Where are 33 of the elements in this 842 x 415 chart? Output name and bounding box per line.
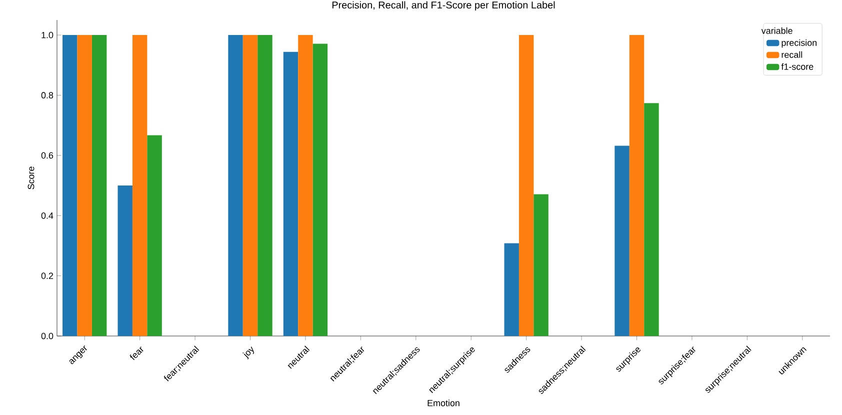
bar [504,243,519,336]
bar [534,194,548,336]
bar [518,35,534,336]
bar [629,35,644,336]
chart-title: Precision, Recall, and F1-Score per Emotion Label [332,1,555,10]
x-tick-label: joy [242,346,254,360]
y-tick-label: 0.0 [41,332,54,340]
y-tick-label: 0.2 [41,272,54,279]
legend-label: recall [782,51,802,58]
y-tick-label: 0.6 [41,152,54,159]
bar [77,35,92,336]
bar [147,135,162,336]
bar [283,52,298,336]
bar [312,44,328,336]
bar [298,35,313,336]
bar [614,146,630,336]
bar [644,103,659,336]
bar [228,35,243,336]
x-tick-label: fear [130,346,144,360]
y-axis-title: Score [28,166,34,190]
x-axis-title: Emotion [428,400,460,406]
bar [62,35,78,336]
y-tick-label: 1.0 [42,32,54,38]
bar [92,35,107,336]
bar [118,186,132,336]
legend-label: f1-score [781,63,814,70]
legend-label: precision [782,39,817,48]
bar [242,35,258,336]
y-tick-label: 0.8 [41,92,54,98]
y-tick-label: 0.4 [41,212,54,219]
bar [132,35,148,336]
legend-title: variable [761,27,792,34]
bar [258,35,272,336]
